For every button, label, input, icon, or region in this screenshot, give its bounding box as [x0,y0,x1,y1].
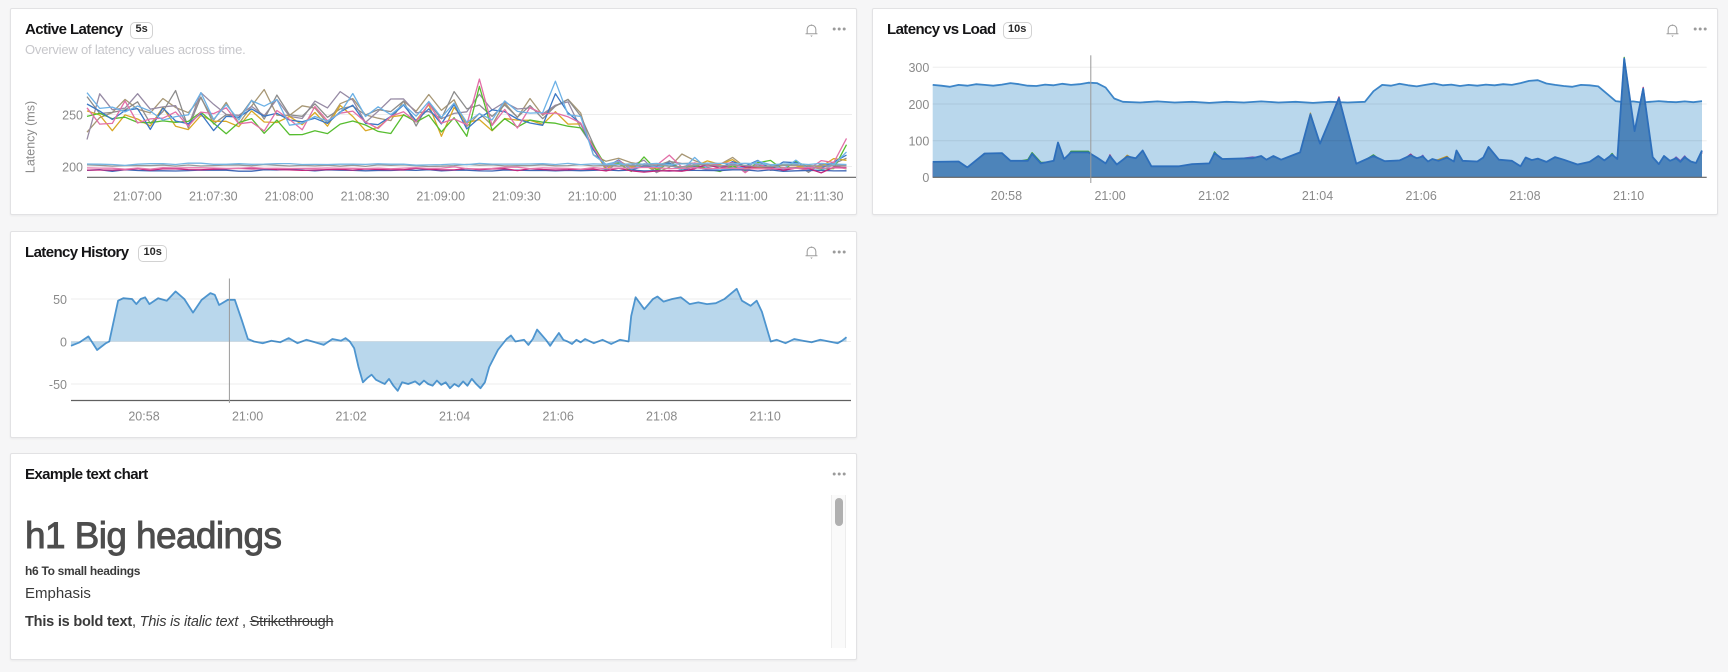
svg-text:21:10:30: 21:10:30 [644,190,693,204]
svg-text:21:08: 21:08 [1509,189,1540,203]
svg-text:21:09:30: 21:09:30 [492,190,541,204]
svg-text:20:58: 20:58 [991,189,1022,203]
svg-text:20:58: 20:58 [128,409,159,423]
svg-text:21:06: 21:06 [1406,189,1437,203]
svg-text:50: 50 [53,292,67,306]
svg-text:21:00: 21:00 [1094,189,1125,203]
svg-text:21:06: 21:06 [543,409,574,423]
svg-text:21:08:30: 21:08:30 [341,190,390,204]
svg-text:21:02: 21:02 [335,409,366,423]
svg-text:21:02: 21:02 [1198,189,1229,203]
svg-text:21:11:30: 21:11:30 [796,190,844,204]
svg-text:Latency (ms): Latency (ms) [24,101,38,173]
svg-text:21:09:00: 21:09:00 [416,190,465,204]
svg-text:21:07:00: 21:07:00 [113,190,162,204]
svg-text:21:11:00: 21:11:00 [720,190,768,204]
svg-text:250: 250 [62,108,83,122]
svg-text:21:07:30: 21:07:30 [189,190,238,204]
svg-text:200: 200 [908,98,929,112]
svg-text:21:10: 21:10 [1613,189,1644,203]
svg-text:100: 100 [908,135,929,149]
svg-text:0: 0 [922,171,929,185]
svg-text:21:10:00: 21:10:00 [568,190,617,204]
svg-text:200: 200 [62,160,83,174]
svg-text:21:04: 21:04 [1302,189,1333,203]
svg-text:21:08: 21:08 [646,409,677,423]
svg-text:0: 0 [60,335,67,349]
svg-text:300: 300 [908,61,929,75]
svg-text:21:08:00: 21:08:00 [265,190,314,204]
svg-text:21:10: 21:10 [750,409,781,423]
svg-text:-50: -50 [49,377,67,391]
svg-text:21:04: 21:04 [439,409,470,423]
svg-text:21:00: 21:00 [232,409,263,423]
